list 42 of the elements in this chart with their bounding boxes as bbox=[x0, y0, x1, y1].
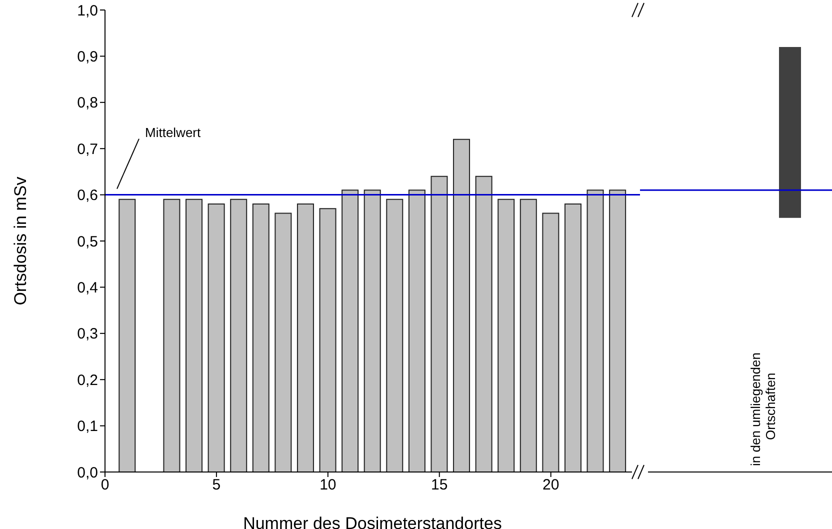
bar bbox=[586, 190, 604, 472]
bar bbox=[453, 138, 470, 472]
bar bbox=[118, 198, 136, 472]
bar bbox=[475, 176, 492, 472]
x-tick-label: in den umliegenden Ortschaften bbox=[748, 352, 778, 466]
bar bbox=[386, 198, 404, 472]
bar bbox=[342, 190, 359, 472]
y-tick-label: 0,8 bbox=[77, 94, 98, 112]
bar bbox=[430, 176, 448, 472]
x-axis-title: Nummer des Dosimeterstandortes bbox=[243, 514, 502, 529]
y-tick-label: 0,7 bbox=[77, 140, 98, 158]
bar bbox=[498, 198, 515, 472]
x-tick-label: 20 bbox=[542, 476, 560, 494]
y-tick-label: 0,6 bbox=[77, 187, 98, 204]
bar bbox=[186, 198, 203, 472]
y-tick-label: 0,9 bbox=[77, 48, 98, 66]
bar bbox=[542, 212, 560, 472]
bar bbox=[252, 204, 270, 472]
y-axis-title: Ortsdosis in mSv bbox=[11, 176, 30, 306]
bar bbox=[364, 190, 381, 472]
x-tick-label: 5 bbox=[212, 476, 221, 494]
y-tick-label: 1,0 bbox=[77, 2, 98, 20]
bar bbox=[208, 204, 225, 472]
y-tick-label: 0,3 bbox=[77, 326, 98, 343]
y-tick-label: 0,2 bbox=[77, 372, 98, 389]
x-tick-label: 10 bbox=[320, 476, 336, 494]
bar bbox=[319, 208, 336, 472]
bar bbox=[230, 198, 248, 472]
bar bbox=[274, 212, 292, 472]
bar bbox=[609, 190, 626, 472]
bar bbox=[564, 204, 582, 472]
y-tick-label: 0,5 bbox=[77, 233, 98, 250]
y-tick-label: 0,4 bbox=[77, 280, 98, 297]
bar bbox=[520, 198, 537, 472]
x-tick-label: 15 bbox=[431, 476, 448, 494]
bar bbox=[296, 204, 314, 472]
y-tick-label: 0,0 bbox=[77, 464, 98, 482]
bar bbox=[163, 198, 180, 472]
ref-line-label: Mittelwert bbox=[145, 124, 202, 140]
x-tick-label: 0 bbox=[100, 476, 110, 494]
y-tick-label: 0,1 bbox=[77, 418, 98, 436]
bar bbox=[408, 190, 426, 472]
